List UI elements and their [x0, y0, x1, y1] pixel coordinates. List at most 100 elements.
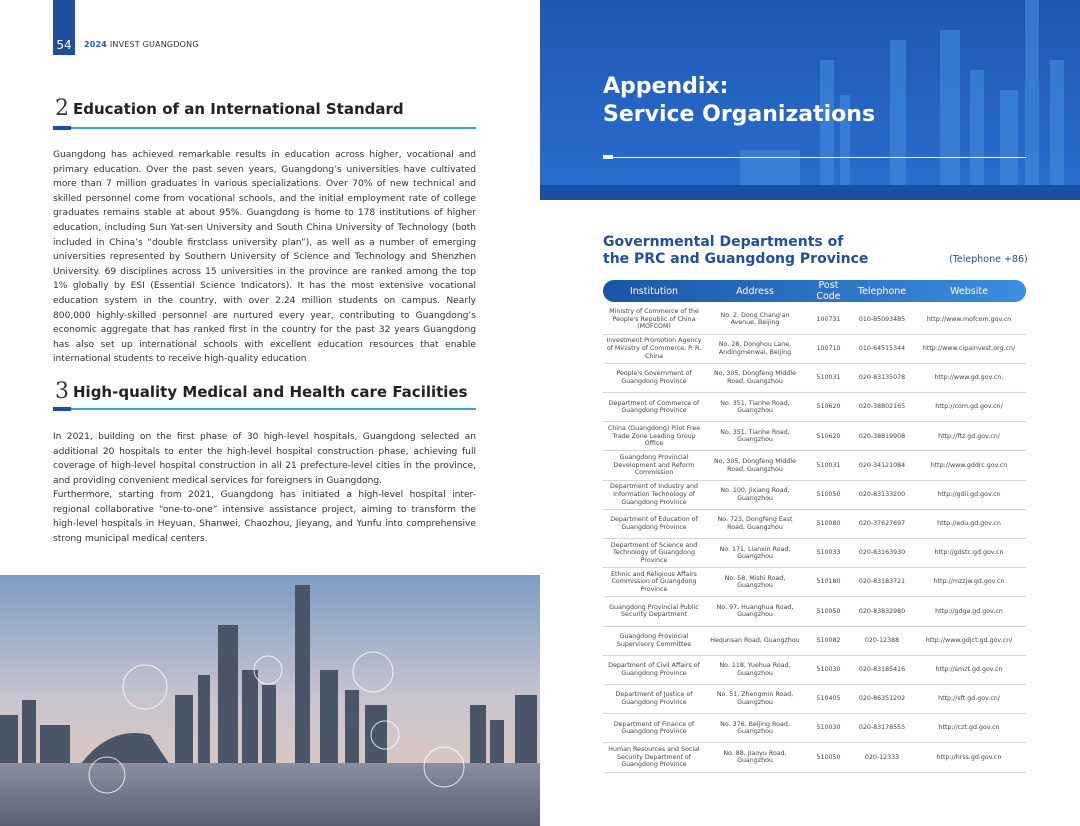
- table-cell: 020-83178555: [852, 713, 912, 744]
- table-cell: No. 58, Mishi Road, Guangzhou: [705, 567, 805, 598]
- table-row: China (Guangdong) Pilot Free Trade Zone …: [603, 421, 1026, 452]
- table-row: Department of Education of Guangdong Pro…: [603, 509, 1026, 540]
- table-cell: No. 88, Jiaoyu Road, Guangzhou: [705, 742, 805, 773]
- table-row: Department of Science and Technology of …: [603, 538, 1026, 569]
- table-row: Guangdong Provincial Development and Ref…: [603, 450, 1026, 481]
- table-cell: Investment Promotion Agency of Ministry …: [603, 334, 705, 364]
- table-cell: No. 305, Dongfeng Middle Road, Guangzhou: [705, 363, 805, 394]
- table-cell: No. 723, Dongfeng East Road, Guangzhou: [705, 509, 805, 540]
- table-cell: No. 351, Tianhe Road, Guangzhou: [705, 392, 805, 423]
- section-number: 2: [55, 96, 69, 121]
- table-cell: 020-83135078: [852, 363, 912, 394]
- table-cell: Department of Industry and Information T…: [603, 480, 705, 510]
- table-cell: People's Government of Guangdong Provinc…: [603, 363, 705, 394]
- table-cell: http://gdstc.gd.gov.cn: [912, 538, 1026, 569]
- table-cell: http://www.mofcom.gov.cn: [912, 305, 1026, 335]
- table-cell: Department of Science and Technology of …: [603, 538, 705, 569]
- table-heading: Governmental Departments of: [603, 234, 844, 250]
- appendix-title: Service Organizations: [603, 102, 876, 127]
- table-cell: 020-83133200: [852, 480, 912, 510]
- table-cell: 020-12388: [852, 626, 912, 656]
- table-cell: 510180: [805, 567, 852, 598]
- table-cell: 510050: [805, 742, 852, 773]
- table-row: Department of Justice of Guangdong Provi…: [603, 684, 1026, 715]
- table-row: Department of Commerce of Guangdong Prov…: [603, 392, 1026, 423]
- table-cell: Guangdong Provincial Public Security Dep…: [603, 596, 705, 627]
- table-row: Department of Industry and Information T…: [603, 480, 1026, 510]
- table-cell: http://ftz.gd.gov.cn/: [912, 421, 1026, 452]
- paragraph: Guangdong has achieved remarkable result…: [53, 150, 476, 365]
- table-cell: http://gdii.gd.gov.cn: [912, 480, 1026, 510]
- divider-accent: [603, 155, 613, 159]
- publication-title: INVEST GUANGDONG: [109, 40, 199, 49]
- table-cell: 510050: [805, 480, 852, 510]
- column-header: Telephone: [857, 285, 907, 297]
- table-cell: 020-83832980: [852, 596, 912, 627]
- table-cell: Ethnic and Religious Affairs Commission …: [603, 567, 705, 598]
- table-cell: 510030: [805, 655, 852, 685]
- table-cell: 020-38802165: [852, 392, 912, 423]
- table-row: Guangdong Provincial Supervisory Committ…: [603, 626, 1026, 656]
- column-header: Address: [736, 285, 774, 297]
- table-cell: Hequnsan Road, Guangzhou: [705, 626, 805, 656]
- table-row: Department of Finance of Guangdong Provi…: [603, 713, 1026, 744]
- table-cell: No. 28, Donghou Lane, Andingmenwai, Beij…: [705, 334, 805, 364]
- table-cell: 020-12333: [852, 742, 912, 773]
- running-header: 2024 INVEST GUANGDONG: [84, 40, 199, 49]
- table-cell: 020-83183721: [852, 567, 912, 598]
- city-photo: [0, 575, 540, 826]
- section-rule: [53, 407, 476, 411]
- table-cell: http://www.gddrc.gov.cn: [912, 450, 1026, 481]
- table-row: Investment Promotion Agency of Ministry …: [603, 334, 1026, 364]
- table-cell: Department of Justice of Guangdong Provi…: [603, 684, 705, 715]
- table-cell: 510031: [805, 363, 852, 394]
- table-row: Human Resources and Social Security Depa…: [603, 742, 1026, 773]
- table-cell: China (Guangdong) Pilot Free Trade Zone …: [603, 421, 705, 452]
- section-title: Education of an International Standard: [73, 100, 404, 118]
- table-row: Department of Civil Affairs of Guangdong…: [603, 655, 1026, 685]
- appendix-title: Appendix:: [603, 74, 729, 99]
- table-cell: http://mzzjw.gd.gov.cn: [912, 567, 1026, 598]
- table-cell: 010-85093485: [852, 305, 912, 335]
- table-cell: 510033: [805, 538, 852, 569]
- year: 2024: [84, 40, 108, 49]
- table-cell: 020-83185416: [852, 655, 912, 685]
- paragraph: Furthermore, starting from 2021, Guangdo…: [53, 490, 476, 544]
- table-cell: No. 118, Yuehua Road, Guangzhou: [705, 655, 805, 685]
- table-cell: 020-38819908: [852, 421, 912, 452]
- table-cell: 510050: [805, 596, 852, 627]
- table-cell: 510080: [805, 509, 852, 540]
- table-cell: 510031: [805, 450, 852, 481]
- table-cell: No. 171, Lianxin Road, Guangzhou: [705, 538, 805, 569]
- table-header: Institution Address Post Code Telephone Webs…: [603, 280, 1026, 302]
- table-cell: Department of Finance of Guangdong Provi…: [603, 713, 705, 744]
- table-cell: http://com.gd.gov.cn/: [912, 392, 1026, 423]
- table-cell: No. 2, Dong Chang'an Avenue, Beijing: [705, 305, 805, 335]
- paragraph: In 2021, building on the first phase of …: [53, 432, 476, 486]
- table-cell: 510620: [805, 392, 852, 423]
- banner-image: [540, 0, 1080, 200]
- table-cell: Ministry of Commerce of the People's Rep…: [603, 305, 705, 335]
- table-cell: 010-64515344: [852, 334, 912, 364]
- table-cell: No. 376, Beijing Road, Guangzhou: [705, 713, 805, 744]
- column-header: Institution: [629, 285, 679, 297]
- column-header: Post Code: [816, 280, 841, 302]
- page-number: 54: [53, 0, 75, 55]
- table-cell: No. 97, Huanghua Road, Guangzhou: [705, 596, 805, 627]
- table-cell: 100710: [805, 334, 852, 364]
- table-heading: the PRC and Guangdong Province: [603, 251, 869, 267]
- section-title: High-quality Medical and Health care Fac…: [73, 383, 468, 401]
- divider: [603, 157, 1026, 158]
- table-cell: 100731: [805, 305, 852, 335]
- table-cell: Guangdong Provincial Development and Ref…: [603, 450, 705, 481]
- table-cell: http://sft.gd.gov.cn/: [912, 684, 1026, 715]
- table-cell: 510082: [805, 626, 852, 656]
- table-note: (Telephone +86): [949, 254, 1028, 265]
- table-cell: 020-83163930: [852, 538, 912, 569]
- table-cell: http://smzt.gd.gov.cn: [912, 655, 1026, 685]
- table-cell: http://www.gdjct.gd.gov.cn/: [912, 626, 1026, 656]
- table-row: People's Government of Guangdong Provinc…: [603, 363, 1026, 394]
- table-cell: Department of Commerce of Guangdong Prov…: [603, 392, 705, 423]
- table-cell: 020-34121084: [852, 450, 912, 481]
- table-cell: No. 305, Dongfeng Middle Road, Guangzhou: [705, 450, 805, 481]
